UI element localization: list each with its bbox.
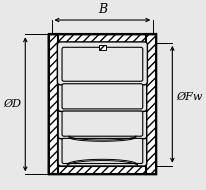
FancyBboxPatch shape bbox=[58, 136, 147, 166]
Text: B: B bbox=[98, 2, 107, 16]
FancyBboxPatch shape bbox=[62, 138, 143, 164]
FancyBboxPatch shape bbox=[62, 84, 143, 109]
Bar bbox=[59, 43, 146, 166]
FancyBboxPatch shape bbox=[62, 47, 143, 81]
FancyBboxPatch shape bbox=[58, 81, 147, 111]
FancyBboxPatch shape bbox=[62, 111, 143, 136]
FancyBboxPatch shape bbox=[57, 42, 147, 85]
Bar bbox=[99, 45, 106, 50]
Text: ØD: ØD bbox=[4, 99, 22, 109]
Bar bbox=[49, 34, 156, 43]
FancyBboxPatch shape bbox=[58, 108, 147, 139]
Bar bbox=[49, 34, 59, 174]
Bar bbox=[49, 166, 156, 174]
Text: ØFw: ØFw bbox=[176, 92, 202, 102]
Bar bbox=[146, 34, 156, 174]
